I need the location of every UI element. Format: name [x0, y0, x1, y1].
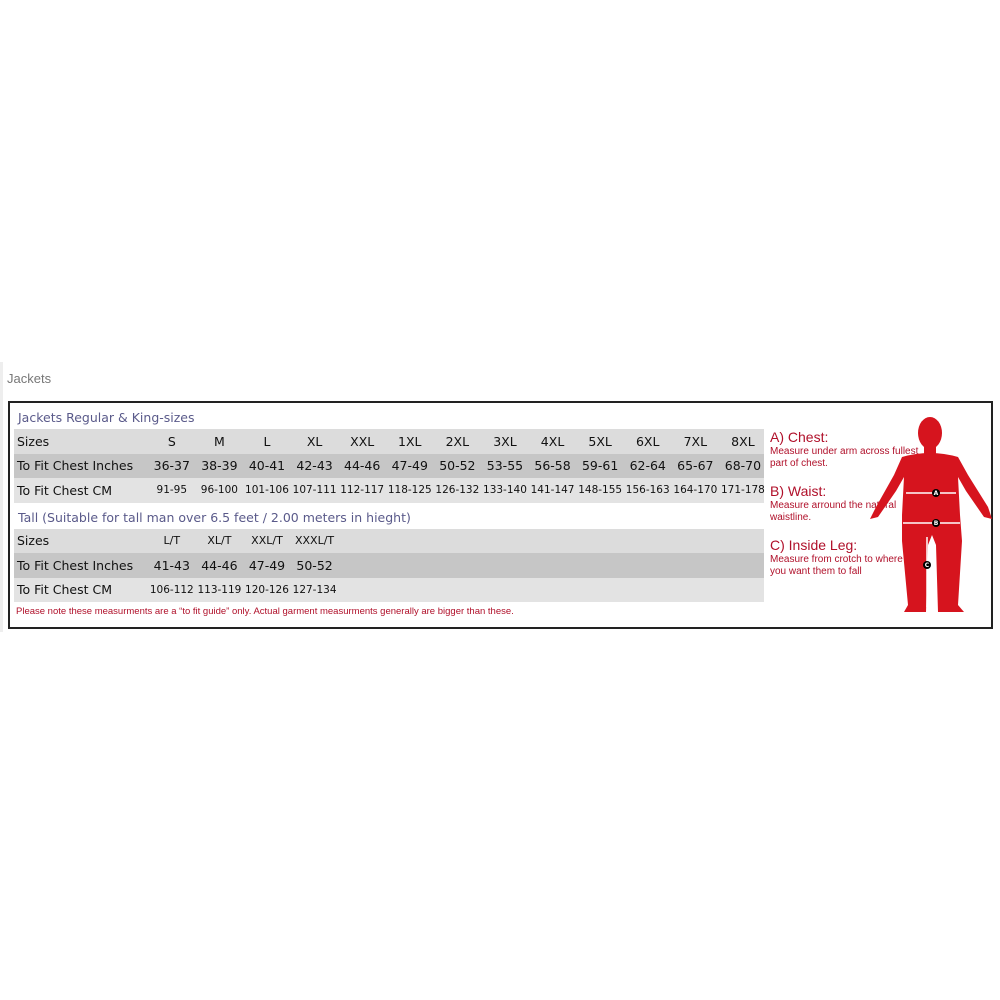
size-table: Jackets Regular & King-sizes Sizes S M L XL XX…	[14, 403, 765, 617]
table-cell: 2XL	[445, 433, 470, 449]
table-cell: 113-119	[197, 583, 242, 596]
table-cell: L/T	[163, 534, 181, 548]
marker-b: B	[934, 520, 939, 527]
table-row: Sizes S M L XL XXL 1XL 2XL 3XL 4XL 5XL 6XL 7XL 8XL	[14, 429, 764, 454]
table-cell: 5XL	[588, 433, 612, 449]
table-cell: 126-132	[435, 484, 480, 497]
table-cell: 56-58	[534, 458, 571, 474]
row-label: To Fit Chest Inches	[17, 557, 134, 573]
table-cell: 38-39	[201, 458, 238, 474]
guide-title: B) Waist:	[770, 483, 827, 499]
table-cell: XXXL/T	[294, 534, 335, 548]
table-cell: 41-43	[153, 557, 190, 573]
table-cell: 36-37	[153, 458, 190, 474]
table-cell: 42-43	[296, 458, 333, 474]
regular-title: Jackets Regular & King-sizes	[18, 410, 195, 425]
table-cell: 59-61	[581, 458, 619, 474]
tall-title: Tall (Suitable for tall man over 6.5 fee…	[18, 509, 411, 525]
table-row: To Fit Chest Inches 41-43 44-46 47-49 50-52	[14, 553, 764, 578]
page-edge	[0, 362, 3, 632]
marker-c: C	[925, 562, 930, 569]
table-cell: 47-49	[248, 557, 286, 573]
table-cell: 148-155	[578, 484, 623, 497]
table-cell: 50-52	[439, 458, 476, 474]
table-cell: 133-140	[483, 484, 527, 497]
table-cell: XL	[306, 433, 323, 449]
table-cell: 3XL	[493, 433, 517, 449]
table-cell: 112-117	[340, 484, 385, 497]
table-cell: 4XL	[540, 433, 565, 449]
table-cell: 101-106	[245, 484, 289, 497]
size-chart: Jackets Regular & King-sizes Sizes S M L XL XX…	[8, 401, 993, 629]
table-cell: 120-126	[245, 583, 289, 596]
table-row: To Fit Chest CM 106-112 113-119 120-126 127-…	[14, 577, 764, 602]
guide-title: A) Chest:	[770, 429, 829, 445]
table-cell: 171-178	[720, 484, 765, 497]
table-cell: 50-52	[296, 557, 333, 573]
table-cell: 62-64	[629, 458, 666, 474]
table-cell: 40-41	[248, 458, 286, 474]
table-cell: 141-147	[530, 484, 575, 497]
table-cell: L	[263, 433, 271, 449]
guide-title: C) Inside Leg:	[770, 537, 858, 553]
table-cell: 106-112	[149, 583, 194, 596]
table-cell: XXL	[350, 433, 375, 449]
table-cell: 107-111	[292, 484, 337, 497]
table-cell: 53-55	[486, 458, 524, 474]
table-cell: S	[167, 433, 176, 449]
row-label: To Fit Chest CM	[17, 482, 113, 498]
marker-a: A	[934, 490, 939, 497]
table-cell: 118-125	[387, 484, 432, 497]
table-cell: XL/T	[207, 534, 232, 548]
page-heading: Jackets	[7, 371, 52, 386]
table-cell: 47-49	[391, 458, 428, 474]
measure-guide: A) Chest: Measure under arm across fulles…	[770, 429, 920, 591]
body-silhouette-icon: A B C	[870, 417, 992, 612]
table-cell: 1XL	[398, 433, 422, 449]
table-cell: 164-170	[673, 484, 718, 497]
table-cell: M	[213, 433, 225, 449]
table-row: Sizes L/T XL/T XXL/T XXXL/T	[14, 528, 764, 553]
table-cell: 6XL	[635, 433, 660, 449]
table-cell: 156-163	[625, 484, 670, 497]
row-label: To Fit Chest CM	[17, 582, 113, 598]
table-cell: 96-100	[200, 484, 238, 497]
table-cell: 68-70	[724, 458, 762, 474]
table-row: To Fit Chest Inches 36-37 38-39 40-41 42-43 4…	[14, 453, 764, 478]
table-cell: 8XL	[731, 433, 755, 449]
table-cell: 44-46	[201, 557, 238, 573]
table-cell: 44-46	[344, 458, 381, 474]
row-label: Sizes	[17, 433, 50, 449]
guide-text: Measure from crotch to where you want th…	[770, 554, 903, 577]
guide-text: Measure arround the natural waistline.	[770, 500, 897, 523]
table-row: To Fit Chest CM 91-95 96-100 101-106 107-111…	[14, 478, 765, 503]
guide-text: Measure under arm across fullest part of…	[770, 446, 919, 469]
row-label: To Fit Chest Inches	[17, 458, 134, 474]
table-cell: 91-95	[156, 484, 188, 497]
table-cell: 127-134	[292, 583, 337, 596]
fit-note: Please note these measurments are a “to …	[16, 606, 514, 617]
table-cell: 7XL	[683, 433, 708, 449]
row-label: Sizes	[17, 533, 50, 549]
table-cell: 65-67	[677, 458, 714, 474]
table-cell: XXL/T	[251, 534, 283, 548]
